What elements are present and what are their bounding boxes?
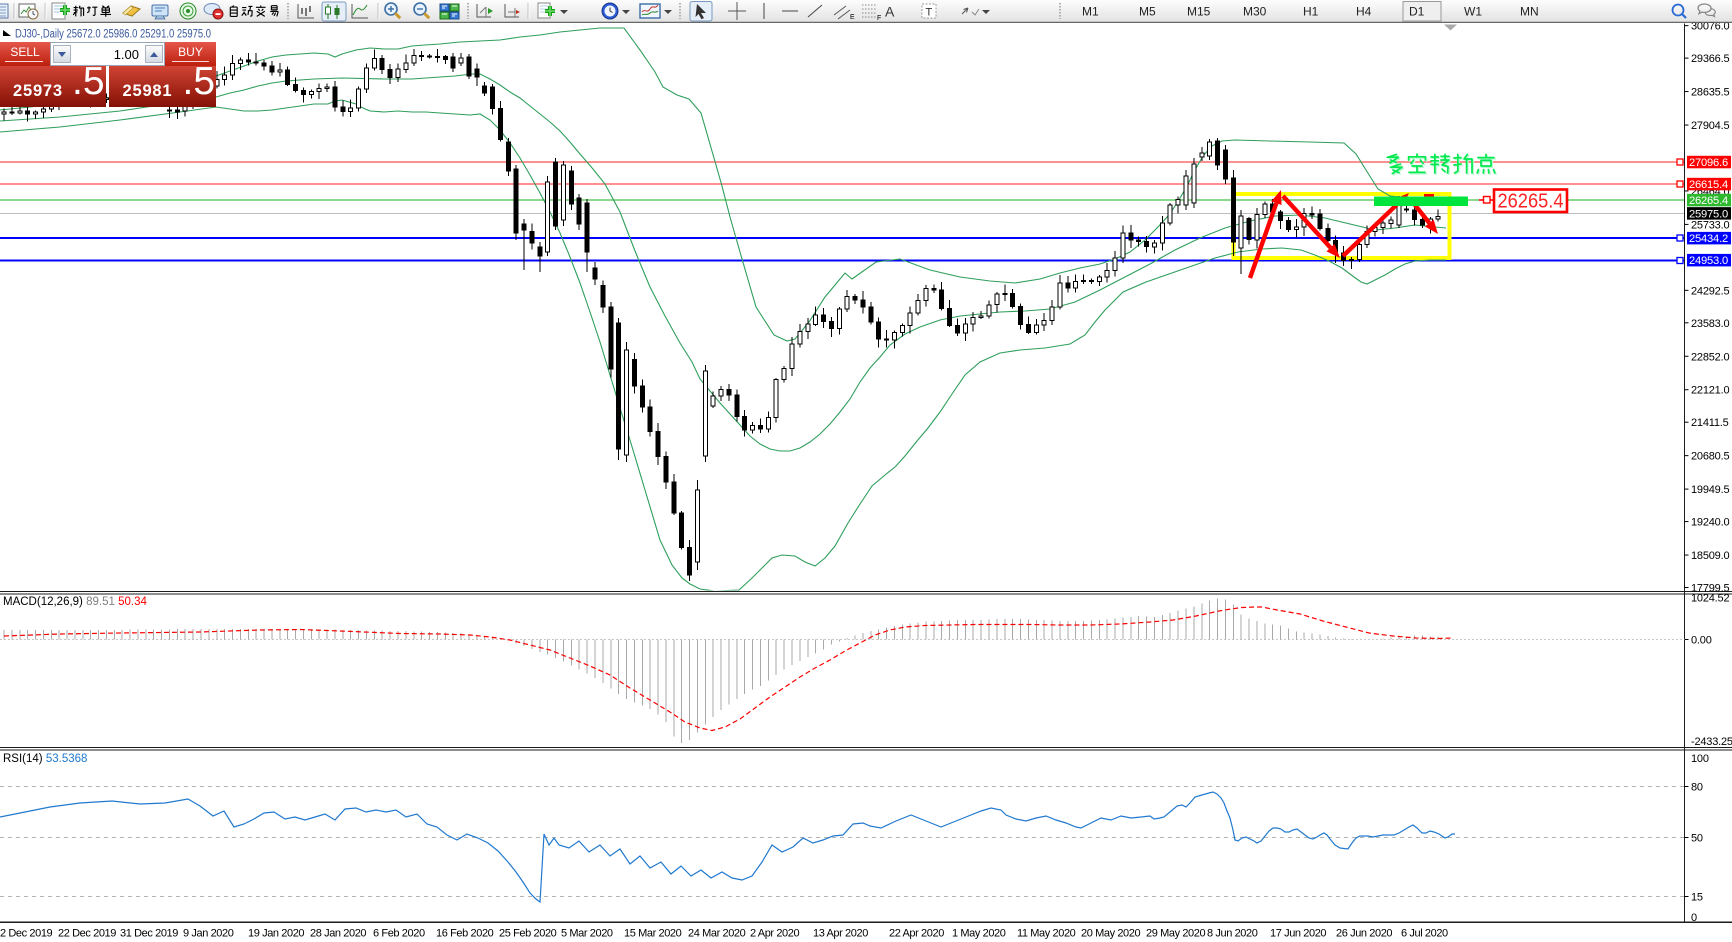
svg-text:8 Jun 2020: 8 Jun 2020 <box>1207 928 1258 940</box>
svg-text:M15: M15 <box>1187 5 1211 19</box>
svg-text:21411.5: 21411.5 <box>1691 417 1729 429</box>
svg-text:1 May 2020: 1 May 2020 <box>952 928 1006 940</box>
svg-text:W1: W1 <box>1464 5 1482 19</box>
svg-text:19240.0: 19240.0 <box>1691 517 1729 529</box>
svg-text:F: F <box>877 15 881 22</box>
svg-text:80: 80 <box>1691 782 1703 794</box>
svg-text:RSI(14) 53.5368: RSI(14) 53.5368 <box>3 753 87 765</box>
svg-text:25 Feb 2020: 25 Feb 2020 <box>499 928 557 940</box>
svg-text:26265.4: 26265.4 <box>1689 195 1728 207</box>
svg-text:29 May 2020: 29 May 2020 <box>1146 928 1205 940</box>
svg-text:MACD(12,26,9) 89.51 50.34: MACD(12,26,9) 89.51 50.34 <box>3 596 147 608</box>
svg-text:M1: M1 <box>1082 5 1099 19</box>
svg-text:31 Dec 2019: 31 Dec 2019 <box>120 928 178 940</box>
svg-text:9 Jan 2020: 9 Jan 2020 <box>183 928 234 940</box>
svg-text:20 May 2020: 20 May 2020 <box>1081 928 1140 940</box>
svg-text:2 Apr 2020: 2 Apr 2020 <box>750 928 799 940</box>
svg-text:19949.5: 19949.5 <box>1691 484 1729 496</box>
svg-text:20680.5: 20680.5 <box>1691 451 1729 463</box>
svg-text:100: 100 <box>1691 753 1709 765</box>
svg-text:29366.5: 29366.5 <box>1691 53 1729 65</box>
svg-text:H4: H4 <box>1356 5 1372 19</box>
svg-text:28635.5: 28635.5 <box>1691 87 1729 99</box>
svg-text:19 Jan 2020: 19 Jan 2020 <box>248 928 304 940</box>
svg-text:24953.0: 24953.0 <box>1689 255 1728 267</box>
svg-text:T: T <box>926 7 933 19</box>
svg-text:27096.6: 27096.6 <box>1689 157 1728 169</box>
svg-text:0.00: 0.00 <box>1691 635 1712 647</box>
svg-text:6 Feb 2020: 6 Feb 2020 <box>373 928 425 940</box>
svg-text:15: 15 <box>1691 892 1703 904</box>
svg-text:17 Jun 2020: 17 Jun 2020 <box>1270 928 1326 940</box>
svg-text:22 Apr 2020: 22 Apr 2020 <box>889 928 944 940</box>
svg-text:A: A <box>885 4 895 20</box>
svg-text:25733.0: 25733.0 <box>1691 219 1729 231</box>
svg-text:22 Dec 2019: 22 Dec 2019 <box>58 928 116 940</box>
svg-text:17799.5: 17799.5 <box>1691 582 1729 594</box>
svg-text:M30: M30 <box>1243 5 1267 19</box>
svg-text:E: E <box>850 14 855 21</box>
svg-text:30076.0: 30076.0 <box>1691 21 1729 33</box>
svg-text:15 Mar 2020: 15 Mar 2020 <box>624 928 682 940</box>
svg-text:26 Jun 2020: 26 Jun 2020 <box>1336 928 1392 940</box>
svg-text:25434.2: 25434.2 <box>1689 233 1728 245</box>
svg-text:18509.0: 18509.0 <box>1691 550 1729 562</box>
svg-text:5 Mar 2020: 5 Mar 2020 <box>561 928 613 940</box>
svg-text:50: 50 <box>1691 833 1703 845</box>
svg-text:22121.0: 22121.0 <box>1691 385 1729 397</box>
svg-text:D1: D1 <box>1409 5 1425 19</box>
svg-text:22852.0: 22852.0 <box>1691 351 1729 363</box>
svg-text:MN: MN <box>1520 5 1539 19</box>
svg-text:13 Apr 2020: 13 Apr 2020 <box>813 928 868 940</box>
svg-text:11 May 2020: 11 May 2020 <box>1017 928 1076 940</box>
svg-text:DJ30-,Daily 25672.0 25986.0 2: DJ30-,Daily 25672.0 25986.0 25291.0 2597… <box>15 29 211 41</box>
svg-text:28 Jan 2020: 28 Jan 2020 <box>310 928 366 940</box>
svg-text:24 Mar 2020: 24 Mar 2020 <box>688 928 746 940</box>
svg-text:26615.4: 26615.4 <box>1689 179 1728 191</box>
svg-text:27904.5: 27904.5 <box>1691 120 1729 132</box>
svg-text:26265.4: 26265.4 <box>1498 190 1564 213</box>
svg-text:23583.0: 23583.0 <box>1691 318 1729 330</box>
svg-text:2 Dec 2019: 2 Dec 2019 <box>0 928 53 940</box>
svg-text:0: 0 <box>1691 912 1697 924</box>
svg-text:H1: H1 <box>1303 5 1319 19</box>
svg-text:M5: M5 <box>1139 5 1156 19</box>
svg-text:1024.52: 1024.52 <box>1691 593 1729 605</box>
svg-text:25975.0: 25975.0 <box>1689 208 1728 220</box>
svg-text:16 Feb 2020: 16 Feb 2020 <box>436 928 494 940</box>
svg-text:-2433.25: -2433.25 <box>1691 736 1732 748</box>
svg-text:24292.5: 24292.5 <box>1691 285 1729 297</box>
svg-text:6 Jul 2020: 6 Jul 2020 <box>1401 928 1448 940</box>
